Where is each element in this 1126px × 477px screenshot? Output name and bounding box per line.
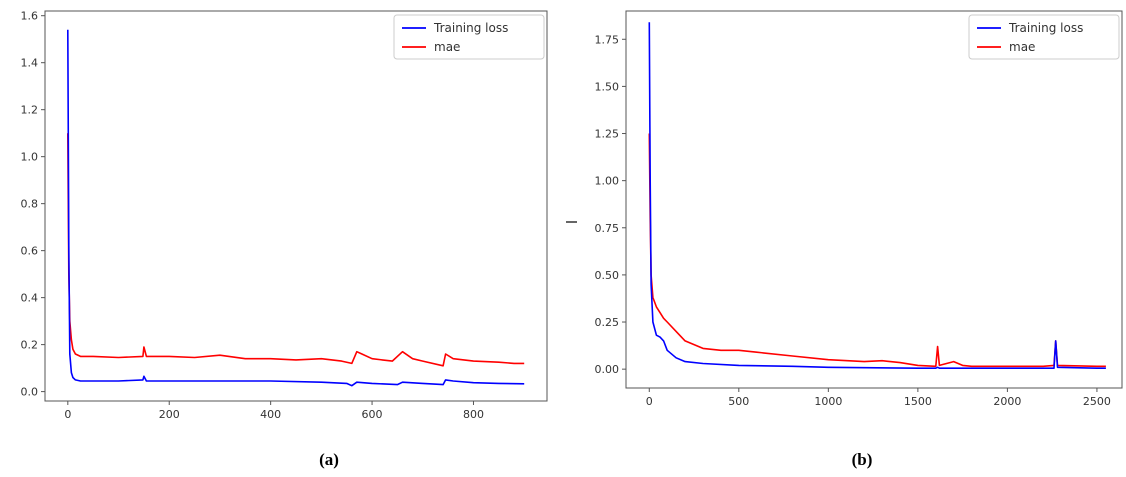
y-tick-label: 0.75 <box>595 222 620 235</box>
x-tick-label: 1000 <box>814 395 842 408</box>
y-tick-label: 1.2 <box>21 104 39 117</box>
x-tick-label: 800 <box>463 408 484 421</box>
axes-frame <box>44 10 548 402</box>
chart-a: 0 200 400 600 800 0.0 0.2 0.4 0.6 0.8 1.0 1.2 1.4 1.6… <box>21 10 548 421</box>
y-tick-label: 1.00 <box>595 175 620 188</box>
y-tick-label: 0.4 <box>21 292 39 305</box>
legend-entry: Training loss <box>1008 21 1083 35</box>
x-tick-label: 0 <box>646 395 653 408</box>
y-tick-label: 0.6 <box>21 245 39 258</box>
y-tick-label: 0.50 <box>595 269 620 282</box>
y-tick-label: 0.0 <box>21 386 39 399</box>
y-tick-label: 1.6 <box>21 10 39 23</box>
legend-entry: mae <box>434 40 460 54</box>
y-tick-label: 1.75 <box>595 33 620 46</box>
series-line-training-loss <box>648 22 1106 370</box>
x-tick-label: 2000 <box>993 395 1021 408</box>
x-tick-label: 1500 <box>904 395 932 408</box>
x-tick-label: 500 <box>728 395 749 408</box>
legend-entry: Training loss <box>433 21 508 35</box>
y-tick-label: 0.2 <box>21 339 39 352</box>
y-tick-label: 0.8 <box>21 198 39 211</box>
x-tick-label: 600 <box>362 408 383 421</box>
x-tick-label: 2500 <box>1083 395 1111 408</box>
legend-entry: mae <box>1009 40 1035 54</box>
series-line-mae <box>648 133 1106 368</box>
x-tick-label: 200 <box>159 408 180 421</box>
y-tick-label: 1.0 <box>21 151 39 164</box>
axes-frame <box>625 10 1123 389</box>
series-line-training-loss <box>67 29 525 387</box>
legend: Training loss mae <box>393 14 545 60</box>
y-tick-label: 0.00 <box>595 363 620 376</box>
legend: Training loss mae <box>968 14 1120 60</box>
y-tick-label: 1.50 <box>595 80 620 93</box>
caption-b: (b) <box>851 450 873 469</box>
series-line-mae <box>67 133 525 367</box>
x-tick-label: 400 <box>260 408 281 421</box>
y-tick-label: 1.4 <box>21 57 39 70</box>
y-tick-label: 1.25 <box>595 128 620 141</box>
chart-b: 0 500 1000 1500 2000 2500 0.00 0.25 0.50 0.75 1.00… <box>595 10 1123 408</box>
x-tick-label: 0 <box>64 408 71 421</box>
y-tick-label: 0.25 <box>595 316 620 329</box>
legend-box <box>968 14 1120 60</box>
caption-a: (a) <box>319 450 339 469</box>
legend-box <box>393 14 545 60</box>
